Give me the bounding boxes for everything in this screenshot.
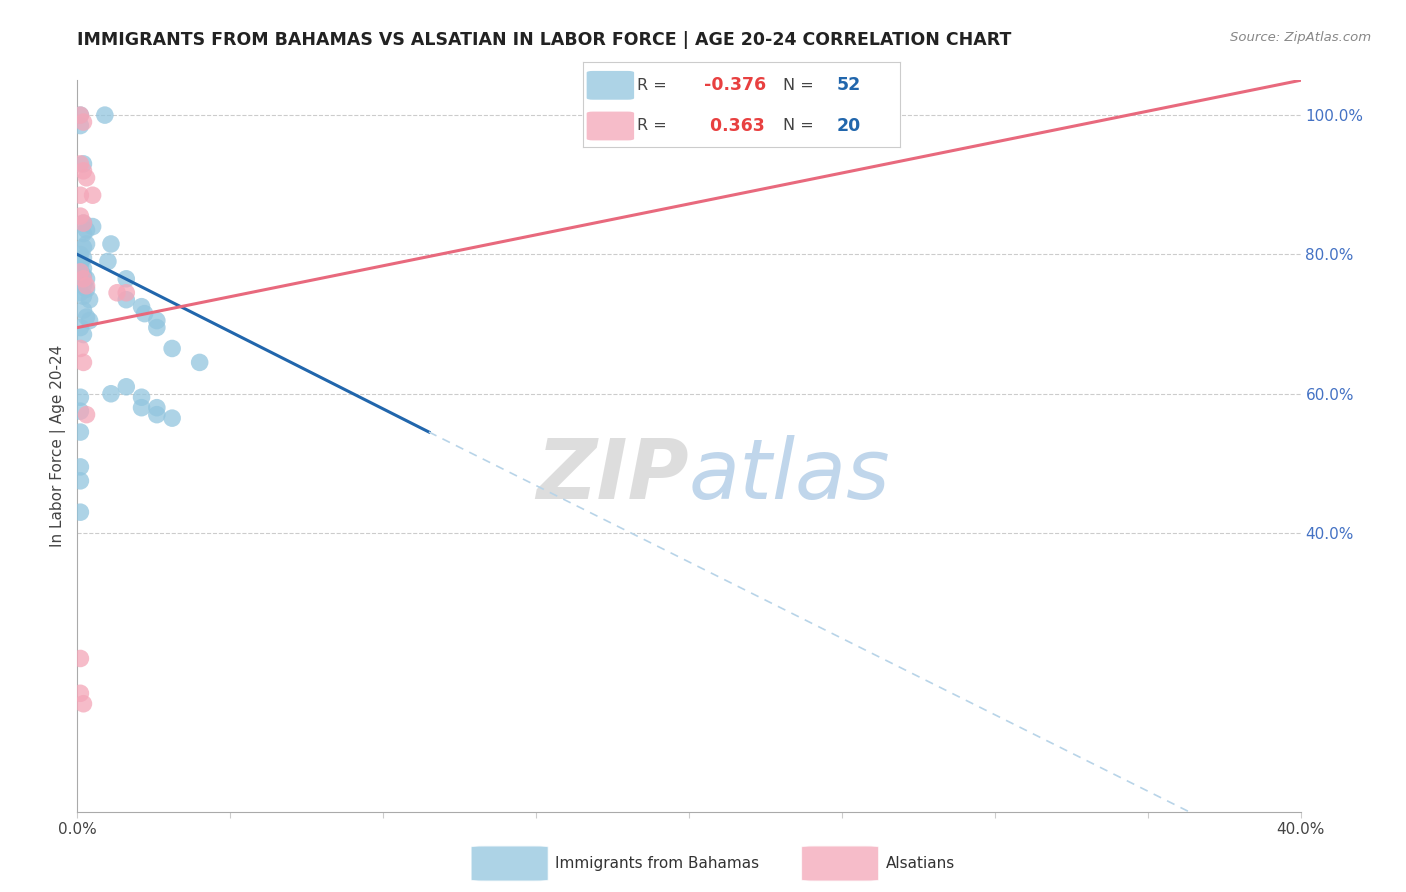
Point xyxy=(82,188,104,202)
Point xyxy=(146,408,169,422)
Point xyxy=(76,223,98,237)
Point xyxy=(72,216,94,230)
Point xyxy=(76,408,98,422)
Point xyxy=(72,115,94,129)
FancyBboxPatch shape xyxy=(801,846,879,881)
Point xyxy=(72,261,94,276)
Point xyxy=(69,342,91,356)
Point xyxy=(72,272,94,286)
Point xyxy=(76,272,98,286)
Point xyxy=(131,300,153,314)
Point xyxy=(72,355,94,369)
Point xyxy=(69,209,91,223)
Point xyxy=(76,170,98,185)
Point xyxy=(115,272,138,286)
FancyBboxPatch shape xyxy=(586,71,634,100)
Text: IMMIGRANTS FROM BAHAMAS VS ALSATIAN IN LABOR FORCE | AGE 20-24 CORRELATION CHART: IMMIGRANTS FROM BAHAMAS VS ALSATIAN IN L… xyxy=(77,31,1012,49)
Point xyxy=(97,254,120,268)
Point xyxy=(72,268,94,283)
Point xyxy=(72,216,94,230)
Point xyxy=(69,651,91,665)
Point xyxy=(76,237,98,252)
Text: Source: ZipAtlas.com: Source: ZipAtlas.com xyxy=(1230,31,1371,45)
Point xyxy=(72,303,94,318)
Point xyxy=(146,401,169,415)
FancyBboxPatch shape xyxy=(586,112,634,140)
Text: N =: N = xyxy=(783,78,818,93)
Point xyxy=(69,390,91,404)
Text: 0.363: 0.363 xyxy=(704,117,765,135)
Point xyxy=(100,386,122,401)
Point xyxy=(69,108,91,122)
Point xyxy=(72,697,94,711)
Point xyxy=(69,505,91,519)
Text: -0.376: -0.376 xyxy=(704,77,766,95)
Point xyxy=(69,404,91,418)
Point xyxy=(69,258,91,272)
Point xyxy=(115,380,138,394)
Point xyxy=(79,293,101,307)
Point xyxy=(115,285,138,300)
Point xyxy=(146,320,169,334)
Point xyxy=(72,251,94,265)
Point xyxy=(69,425,91,439)
Point xyxy=(69,247,91,261)
Point xyxy=(82,219,104,234)
Point xyxy=(69,275,91,289)
Point xyxy=(72,240,94,254)
Text: R =: R = xyxy=(637,119,672,134)
FancyBboxPatch shape xyxy=(471,846,548,881)
Point xyxy=(69,265,91,279)
Point xyxy=(72,227,94,241)
Point xyxy=(76,278,98,293)
Point xyxy=(105,285,128,300)
Point xyxy=(69,188,91,202)
Point xyxy=(79,313,101,327)
Point xyxy=(72,327,94,342)
Text: N =: N = xyxy=(783,119,818,134)
Point xyxy=(131,401,153,415)
Point xyxy=(69,119,91,133)
Point xyxy=(76,310,98,325)
Text: 52: 52 xyxy=(837,77,860,95)
Point xyxy=(69,320,91,334)
Point xyxy=(69,254,91,268)
Point xyxy=(134,307,156,321)
Point xyxy=(69,285,91,300)
Point xyxy=(146,313,169,327)
Text: ZIP: ZIP xyxy=(536,434,689,516)
Point xyxy=(160,342,183,356)
Text: atlas: atlas xyxy=(689,434,890,516)
Point xyxy=(69,459,91,474)
Point xyxy=(160,411,183,425)
Text: R =: R = xyxy=(637,78,672,93)
Point xyxy=(69,157,91,171)
Point xyxy=(115,293,138,307)
Point xyxy=(72,289,94,303)
Text: 20: 20 xyxy=(837,117,860,135)
Y-axis label: In Labor Force | Age 20-24: In Labor Force | Age 20-24 xyxy=(49,345,66,547)
Point xyxy=(72,278,94,293)
Point xyxy=(72,164,94,178)
Point xyxy=(76,282,98,296)
Point xyxy=(69,265,91,279)
Point xyxy=(69,686,91,700)
Text: Immigrants from Bahamas: Immigrants from Bahamas xyxy=(555,855,759,871)
Point xyxy=(131,390,153,404)
Text: Alsatians: Alsatians xyxy=(886,855,955,871)
Point xyxy=(69,108,91,122)
Point xyxy=(72,157,94,171)
Point xyxy=(94,108,117,122)
Point xyxy=(69,474,91,488)
Point xyxy=(188,355,211,369)
Point xyxy=(100,237,122,252)
